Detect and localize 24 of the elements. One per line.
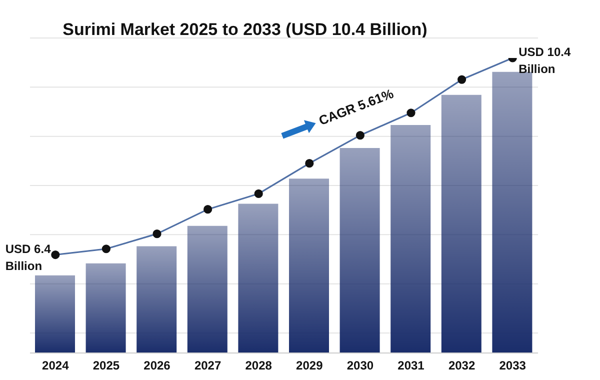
x-tick-label: 2025 xyxy=(92,358,120,373)
bar xyxy=(136,246,177,353)
bar xyxy=(441,94,482,353)
annotation: USD 6.4 Billion xyxy=(5,242,52,273)
x-tick-label: 2031 xyxy=(398,358,425,373)
x-tick-label: 2028 xyxy=(245,358,272,373)
x-tick-label: 2024 xyxy=(42,358,70,373)
x-tick-label: 2032 xyxy=(448,358,476,373)
bar xyxy=(35,275,75,353)
bar xyxy=(340,148,380,353)
x-tick-label: 2030 xyxy=(346,358,374,373)
bar xyxy=(289,178,329,353)
bar xyxy=(238,204,278,353)
bar xyxy=(86,263,126,353)
chart-title: Surimi Market 2025 to 2033 (USD 10.4 Billion) xyxy=(62,20,428,40)
bar xyxy=(390,124,431,353)
annotation: USD 10.4 Billion xyxy=(518,45,571,76)
x-tick-label: 2027 xyxy=(194,358,222,373)
annotation: CAGR 5.61% xyxy=(316,86,396,128)
bar xyxy=(492,72,532,353)
x-tick-label: 2033 xyxy=(499,358,526,373)
x-tick-label: 2029 xyxy=(296,358,324,373)
bar xyxy=(187,226,228,353)
x-tick-label: 2026 xyxy=(144,358,171,373)
